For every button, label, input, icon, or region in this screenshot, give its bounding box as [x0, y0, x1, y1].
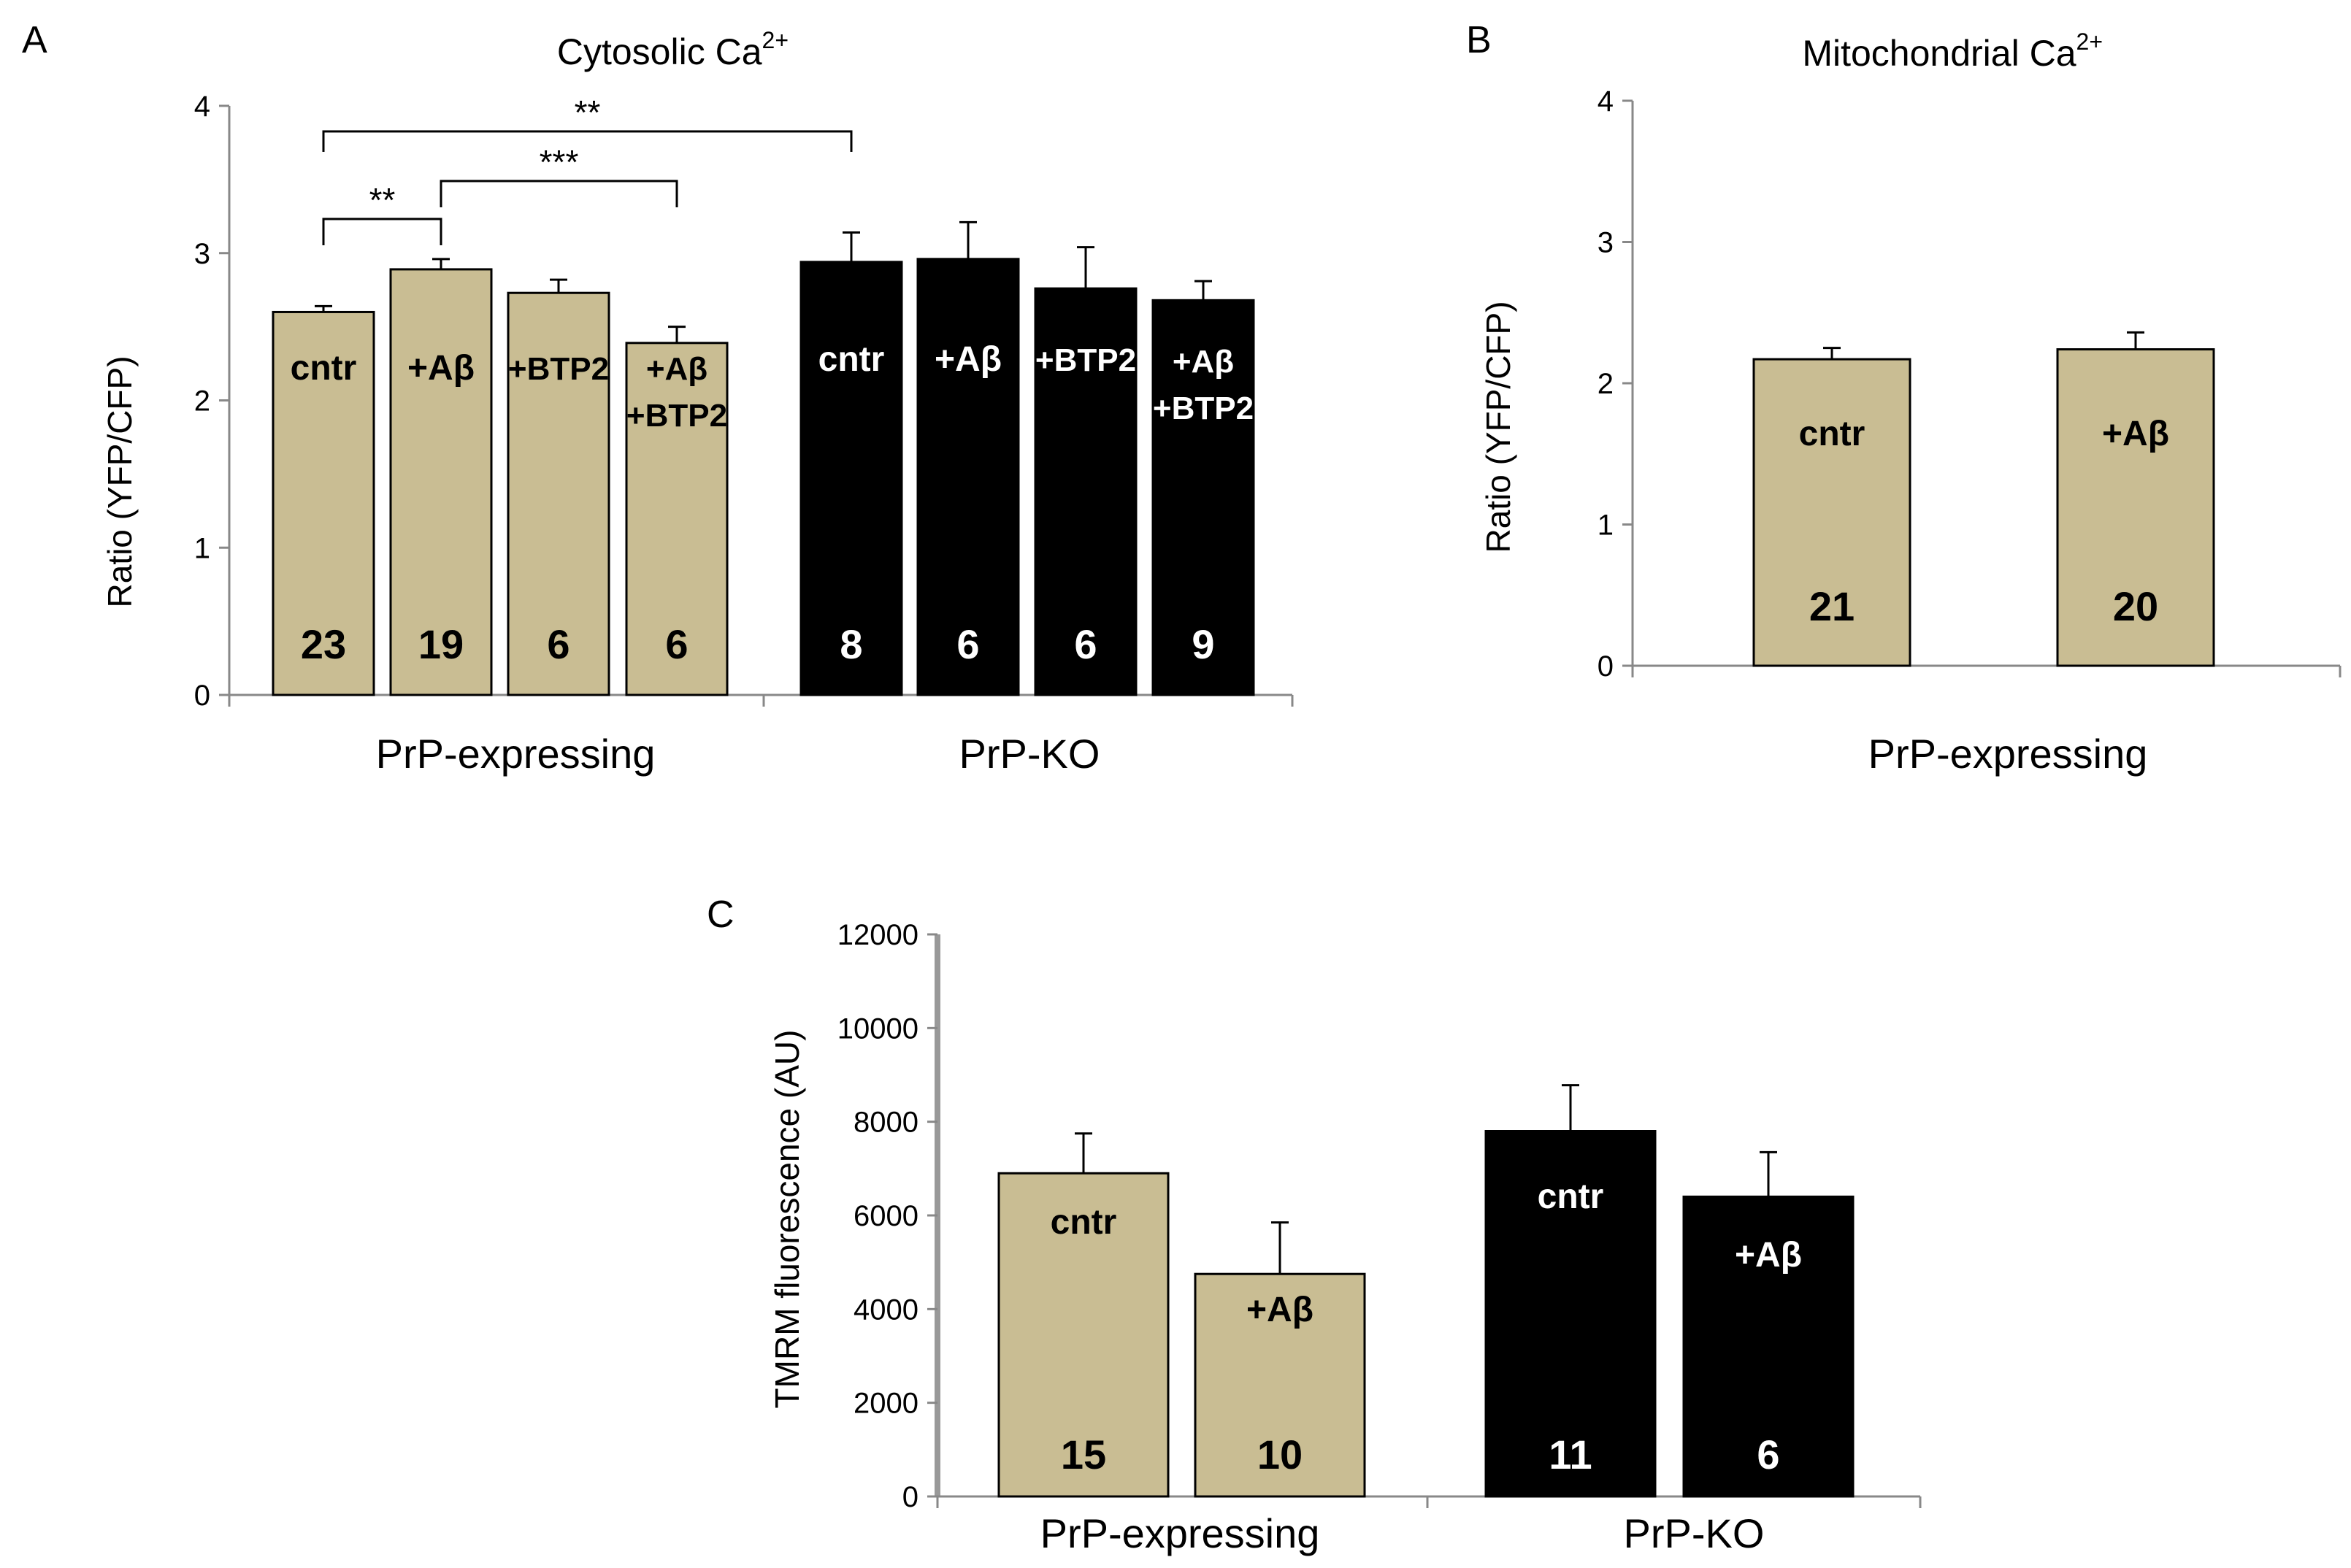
panel-b-group-prp-expressing: PrP-expressing: [1868, 731, 2148, 777]
panel-a-title: Cytosolic Ca2+: [557, 27, 789, 72]
y-tick-label: 0: [902, 1481, 918, 1513]
panel-b-axes: 0 1 2 3 4: [1598, 85, 2342, 683]
bar-label: +Aβ: [407, 349, 475, 388]
bar-count: 6: [665, 621, 688, 667]
panel-b-ylabel: Ratio (YFP/CFP): [1479, 301, 1517, 553]
significance-bracket: [322, 218, 442, 245]
bar: [2056, 348, 2215, 667]
significance-label: **: [369, 181, 396, 219]
y-tick-label: 3: [194, 238, 210, 270]
significance-label: **: [575, 93, 601, 131]
panel-a-group-prp-expressing: PrP-expressing: [376, 731, 656, 777]
y-tick-label: 0: [1598, 650, 1614, 683]
y-tick-label: 2: [1598, 368, 1614, 400]
bar-label: +BTP2: [508, 351, 609, 387]
bar-count: 6: [1074, 621, 1097, 667]
significance-bracket: [322, 130, 853, 152]
bar: [1151, 299, 1255, 696]
bar: [272, 310, 375, 696]
y-tick-label: 3: [1598, 227, 1614, 259]
bar: [997, 1172, 1170, 1498]
bar-count: 8: [840, 621, 862, 667]
bar-label: +Aβ: [935, 340, 1002, 379]
panel-c-group-prp-ko: PrP-KO: [1624, 1510, 1765, 1556]
bar-count: 6: [547, 621, 569, 667]
bar: [389, 268, 493, 696]
bar-label: cntr: [1538, 1177, 1604, 1216]
bar: [799, 261, 903, 696]
panel-c-chart: C TMRM fluorescence (AU) 0 2000 4000 6000 80…: [707, 893, 1922, 1556]
y-tick-label: 0: [194, 680, 210, 712]
panel-a-group-prp-ko: PrP-KO: [959, 731, 1100, 777]
y-tick-label: 12000: [837, 919, 918, 951]
bar-label: cntr: [291, 349, 357, 388]
bar-label: +BTP2: [1153, 391, 1254, 426]
bar: [916, 258, 1020, 696]
bar-count: 10: [1257, 1431, 1303, 1477]
panel-c-letter: C: [707, 893, 735, 936]
panel-c-ylabel: TMRM fluorescence (AU): [768, 1030, 806, 1409]
bar-label: +Aβ: [1173, 344, 1234, 380]
y-tick-label: 4: [194, 91, 210, 123]
y-tick-label: 8000: [854, 1107, 918, 1139]
bar-label: +Aβ: [646, 351, 707, 387]
bar-count: 19: [418, 621, 464, 667]
y-tick-label: 2: [194, 385, 210, 418]
bar-label: +BTP2: [626, 398, 727, 434]
bar-label: +Aβ: [1246, 1291, 1313, 1329]
bar-label: +Aβ: [2102, 415, 2169, 453]
panel-b-chart: B Mitochondrial Ca2+ Ratio (YFP/CFP) 0 1 2…: [1466, 19, 2342, 777]
panel-b-letter: B: [1466, 19, 1492, 61]
panel-a-bars: cntr 23 +Aβ 19 +BTP2 6 +Aβ +BTP2 6 cntr 8 +Aβ 6 +BTP2…: [272, 220, 1255, 696]
y-tick-label: 6000: [854, 1200, 918, 1232]
bar-label: +Aβ: [1735, 1236, 1802, 1275]
y-tick-label: 10000: [837, 1012, 918, 1045]
bar-count: 20: [2113, 583, 2158, 629]
y-tick-label: 2000: [854, 1388, 918, 1420]
bar-label: cntr: [1051, 1203, 1117, 1242]
panel-b-bars: cntr 21 +Aβ 20: [1752, 331, 2215, 667]
panel-c-bars: cntr 15 +Aβ 10 cntr 11 +Aβ 6: [997, 1084, 1855, 1498]
panel-a-significance: *******: [322, 93, 853, 245]
bar-count: 6: [1757, 1431, 1779, 1477]
panel-c-group-prp-expressing: PrP-expressing: [1040, 1510, 1320, 1556]
bar-count: 15: [1061, 1431, 1106, 1477]
y-tick-label: 1: [194, 532, 210, 564]
panel-b-title: Mitochondrial Ca2+: [1802, 28, 2103, 74]
significance-bracket: [440, 180, 678, 207]
bar: [1682, 1195, 1855, 1498]
bar-count: 6: [956, 621, 979, 667]
panel-a-ylabel: Ratio (YFP/CFP): [101, 356, 139, 607]
bar: [625, 342, 729, 696]
bar-label: cntr: [1799, 415, 1865, 453]
bar-label: cntr: [818, 340, 885, 379]
bar: [507, 291, 610, 696]
significance-label: ***: [540, 143, 579, 181]
bar-count: 9: [1192, 621, 1214, 667]
y-tick-label: 4: [1598, 85, 1614, 118]
bar-count: 21: [1809, 583, 1855, 629]
bar-count: 23: [301, 621, 346, 667]
bar-label: +BTP2: [1035, 342, 1136, 378]
y-tick-label: 1: [1598, 510, 1614, 542]
bar: [1752, 358, 1911, 667]
y-tick-label: 4000: [854, 1294, 918, 1326]
panel-a-letter: A: [22, 19, 47, 61]
bar-count: 11: [1549, 1431, 1592, 1477]
bar: [1484, 1130, 1657, 1498]
